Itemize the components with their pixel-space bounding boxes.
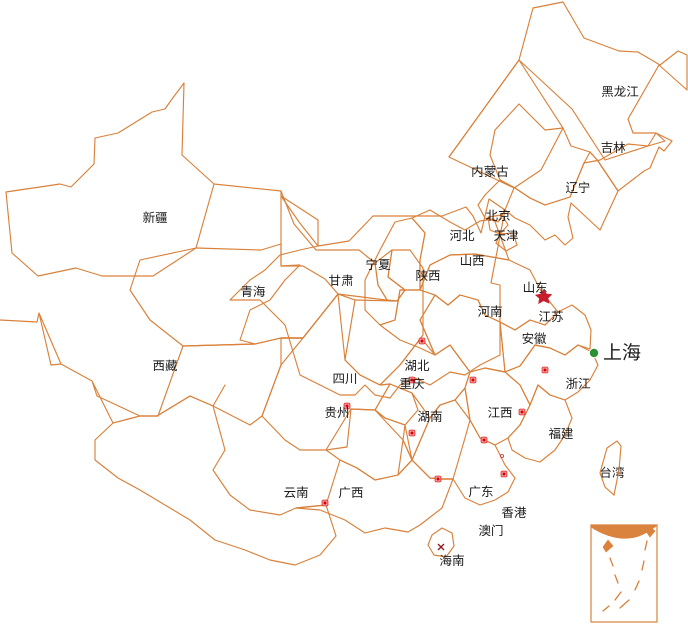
svg-text:河北: 河北 bbox=[449, 228, 475, 243]
svg-text:广东: 广东 bbox=[468, 485, 493, 499]
svg-text:福建: 福建 bbox=[548, 427, 574, 441]
svg-text:广西: 广西 bbox=[338, 486, 363, 500]
svg-text:重庆: 重庆 bbox=[399, 377, 425, 391]
svg-text:青海: 青海 bbox=[240, 285, 266, 299]
svg-text:澳门: 澳门 bbox=[478, 524, 503, 538]
svg-text:河南: 河南 bbox=[477, 305, 502, 319]
svg-text:山西: 山西 bbox=[459, 254, 484, 268]
svg-text:内蒙古: 内蒙古 bbox=[471, 164, 509, 179]
svg-text:宁夏: 宁夏 bbox=[365, 258, 391, 272]
svg-text:天津: 天津 bbox=[493, 229, 518, 243]
svg-text:吉林: 吉林 bbox=[600, 141, 625, 155]
svg-text:台湾: 台湾 bbox=[599, 466, 624, 480]
svg-text:辽宁: 辽宁 bbox=[565, 181, 590, 195]
svg-text:湖南: 湖南 bbox=[417, 410, 442, 424]
svg-text:香港: 香港 bbox=[501, 506, 527, 520]
svg-text:山东: 山东 bbox=[522, 281, 547, 295]
svg-text:贵州: 贵州 bbox=[324, 405, 349, 420]
svg-text:新疆: 新疆 bbox=[142, 211, 167, 225]
svg-text:海南: 海南 bbox=[439, 554, 464, 568]
svg-text:浙江: 浙江 bbox=[565, 377, 590, 391]
svg-text:四川: 四川 bbox=[332, 372, 357, 386]
svg-text:北京: 北京 bbox=[485, 208, 510, 223]
svg-text:江苏: 江苏 bbox=[538, 310, 564, 324]
svg-text:云南: 云南 bbox=[283, 486, 308, 500]
svg-text:江西: 江西 bbox=[487, 406, 512, 420]
svg-text:黑龙江: 黑龙江 bbox=[601, 84, 639, 99]
svg-text:上海: 上海 bbox=[603, 342, 641, 364]
svg-text:西藏: 西藏 bbox=[152, 359, 178, 373]
svg-text:安徽: 安徽 bbox=[521, 332, 547, 346]
svg-text:湖北: 湖北 bbox=[404, 358, 430, 373]
svg-text:陕西: 陕西 bbox=[415, 269, 440, 283]
svg-text:甘肃: 甘肃 bbox=[328, 274, 354, 288]
